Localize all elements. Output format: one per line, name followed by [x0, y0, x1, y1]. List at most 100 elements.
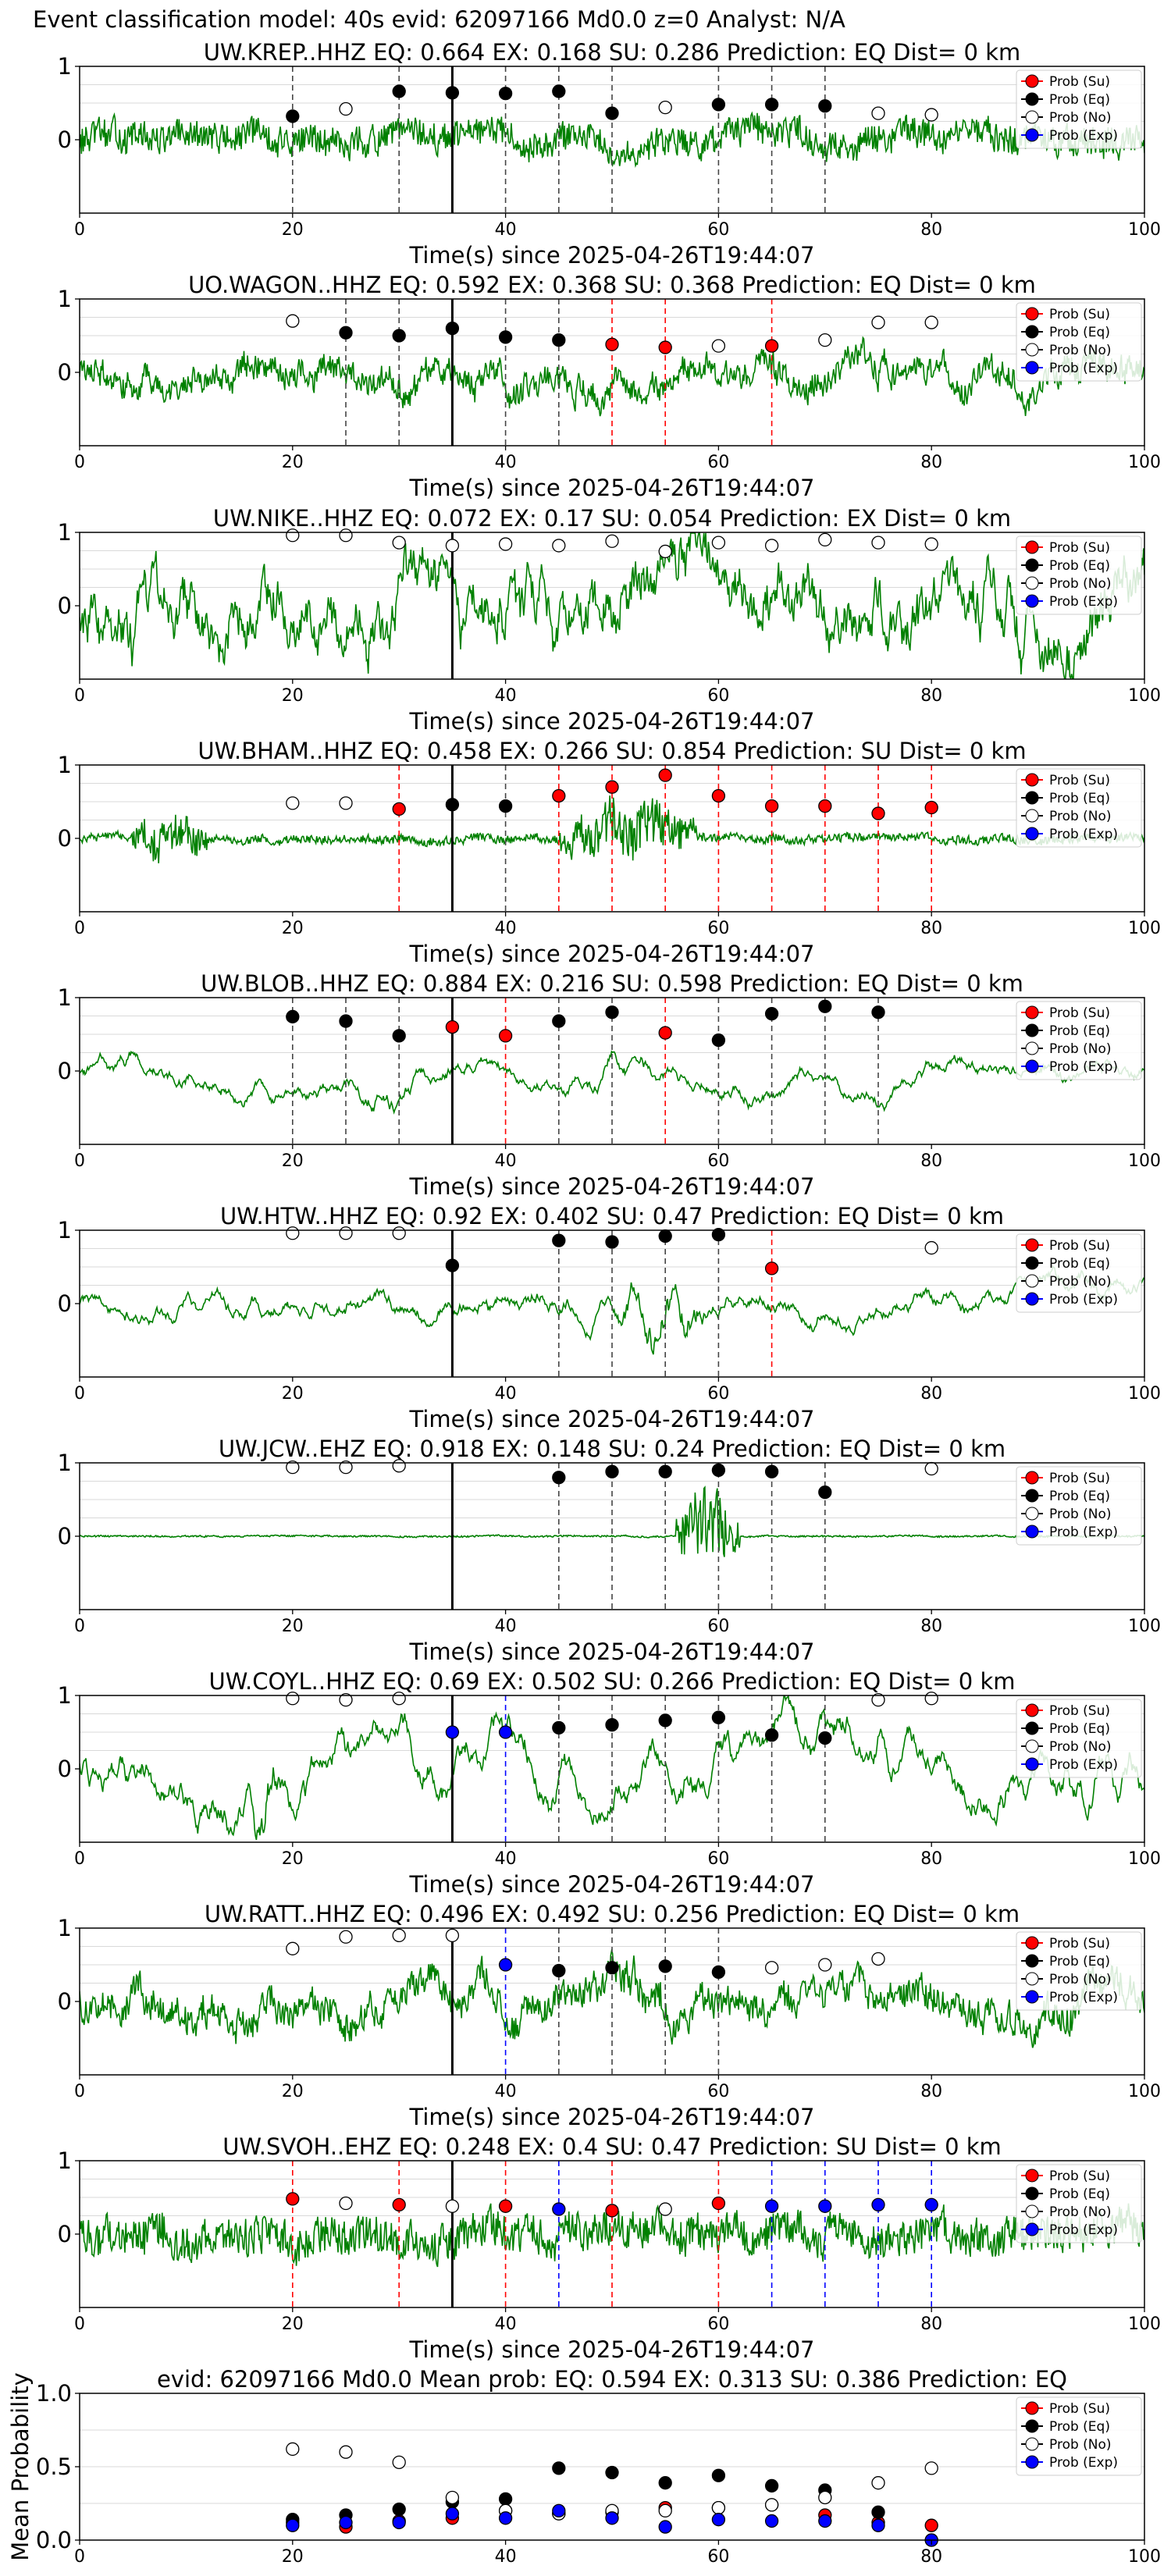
x-tick-label: 60 — [707, 1384, 729, 1404]
legend-label: Prob (No) — [1049, 809, 1112, 824]
y-tick-label: 0 — [58, 825, 72, 852]
x-axis-label: Time(s) since 2025-04-26T19:44:07 — [409, 941, 815, 967]
prob-point-su — [392, 2197, 406, 2212]
waveform-trace — [80, 795, 1144, 863]
prob-point-eq — [605, 1235, 619, 1249]
prob-point-no — [392, 535, 406, 550]
y-tick-label: 1 — [58, 984, 72, 1011]
prob-point-eq — [498, 87, 513, 101]
legend-box — [1016, 535, 1142, 615]
prob-point-eq — [711, 1710, 726, 1724]
prob-point-exp — [764, 2199, 779, 2213]
y-tick-label: 0 — [58, 1290, 72, 1317]
prob-point-eq — [552, 1471, 566, 1485]
x-tick-label: 0 — [74, 1384, 85, 1404]
mean-point-eq — [552, 2461, 566, 2475]
legend-label: Prob (No) — [1049, 2437, 1112, 2453]
x-tick-label: 20 — [282, 453, 304, 472]
mean-point-su — [924, 2518, 938, 2532]
legend-marker — [1025, 1525, 1039, 1539]
x-tick-label: 60 — [707, 220, 729, 240]
legend-marker — [1025, 1954, 1039, 1968]
panel-title: UW.HTW..HHZ EQ: 0.92 EX: 0.402 SU: 0.47 … — [220, 1203, 1004, 1229]
x-tick-label: 0 — [74, 2547, 85, 2567]
legend-marker — [1025, 2455, 1039, 2469]
y-tick-label: 1 — [58, 286, 72, 312]
prob-point-su — [498, 1029, 513, 1043]
prob-point-eq — [711, 98, 726, 112]
prob-point-no — [764, 1961, 779, 1975]
prob-point-su — [658, 768, 672, 782]
prob-point-eq — [764, 1464, 779, 1478]
x-tick-label: 40 — [495, 2082, 517, 2101]
legend-label: Prob (No) — [1049, 1972, 1112, 1987]
waveform-trace — [80, 1050, 1144, 1115]
x-tick-label: 0 — [74, 1151, 85, 1171]
x-tick-label: 80 — [920, 1849, 942, 1869]
legend-label: Prob (No) — [1049, 1739, 1112, 1755]
legend-label: Prob (Su) — [1049, 2401, 1110, 2417]
prob-point-su — [605, 2204, 619, 2218]
legend-marker — [1025, 1990, 1039, 2004]
mean-point-exp — [392, 2515, 406, 2530]
panel-title: UO.WAGON..HHZ EQ: 0.592 EX: 0.368 SU: 0.… — [188, 272, 1036, 298]
mean-point-exp — [339, 2515, 353, 2530]
legend-marker — [1025, 1936, 1039, 1950]
y-tick-label: 1 — [58, 1450, 72, 1476]
legend-marker — [1025, 773, 1039, 787]
panel-title: UW.JCW..EHZ EQ: 0.918 EX: 0.148 SU: 0.24… — [219, 1436, 1005, 1462]
x-tick-label: 0 — [74, 453, 85, 472]
waveform-trace — [80, 532, 1144, 679]
waveform-trace — [80, 336, 1144, 417]
legend-label: Prob (Exp) — [1049, 361, 1118, 376]
legend-marker — [1025, 1238, 1039, 1252]
legend-label: Prob (Eq) — [1049, 92, 1110, 108]
prob-point-exp — [552, 2202, 566, 2216]
mean-point-no — [711, 2500, 726, 2515]
x-tick-label: 0 — [74, 2082, 85, 2101]
prob-point-no — [711, 535, 726, 550]
legend-marker — [1025, 2186, 1039, 2201]
prob-point-eq — [658, 1229, 672, 1244]
x-tick-label: 100 — [1128, 2314, 1161, 2334]
legend-label: Prob (Su) — [1049, 74, 1110, 90]
legend-marker — [1025, 2401, 1039, 2415]
x-tick-label: 20 — [282, 2314, 304, 2334]
prob-point-no — [658, 100, 672, 115]
legend-box — [1016, 69, 1142, 149]
legend-marker — [1025, 307, 1039, 321]
prob-point-no — [286, 1226, 300, 1240]
panel-title: evid: 62097166 Md0.0 Mean prob: EQ: 0.59… — [157, 2366, 1067, 2393]
x-tick-label: 80 — [920, 1617, 942, 1636]
x-tick-label: 0 — [74, 686, 85, 706]
legend-marker — [1025, 1023, 1039, 1037]
x-tick-label: 100 — [1128, 2547, 1161, 2567]
prob-point-eq — [392, 1029, 406, 1043]
legend-marker — [1025, 1292, 1039, 1306]
prob-point-no — [445, 539, 460, 553]
prob-point-no — [339, 1460, 353, 1475]
x-tick-label: 80 — [920, 1384, 942, 1404]
legend-label: Prob (No) — [1049, 576, 1112, 592]
legend-marker — [1025, 791, 1039, 805]
legend-marker — [1025, 343, 1039, 357]
legend-box — [1016, 768, 1142, 848]
legend-label: Prob (Eq) — [1049, 1023, 1110, 1039]
mean-point-no — [445, 2490, 460, 2505]
prob-point-eq — [286, 109, 300, 123]
x-tick-label: 80 — [920, 2547, 942, 2567]
panel-10: evid: 62097166 Md0.0 Mean prob: EQ: 0.59… — [7, 2366, 1161, 2567]
legend-label: Prob (Exp) — [1049, 1292, 1118, 1308]
x-tick-label: 60 — [707, 919, 729, 938]
x-tick-label: 80 — [920, 1151, 942, 1171]
prob-point-no — [286, 1692, 300, 1706]
x-tick-label: 40 — [495, 1849, 517, 1869]
prob-point-no — [924, 1461, 938, 1476]
prob-point-no — [339, 1226, 353, 1240]
x-tick-label: 20 — [282, 2547, 304, 2567]
prob-point-su — [445, 1019, 460, 1034]
x-tick-label: 20 — [282, 1151, 304, 1171]
prob-point-eq — [552, 1720, 566, 1735]
mean-point-exp — [286, 2518, 300, 2532]
legend-label: Prob (Su) — [1049, 1238, 1110, 1254]
